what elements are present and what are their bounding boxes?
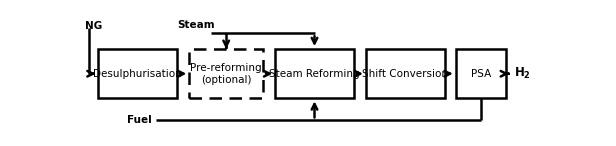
Text: Steam Reforming: Steam Reforming: [269, 69, 360, 79]
FancyBboxPatch shape: [366, 49, 445, 98]
Text: Shift Conversion: Shift Conversion: [362, 69, 448, 79]
Text: $\mathbf{H_2}$: $\mathbf{H_2}$: [514, 66, 531, 81]
Text: Fuel: Fuel: [127, 115, 152, 125]
Text: Steam: Steam: [177, 20, 215, 30]
Text: Pre-reforming
(optional): Pre-reforming (optional): [190, 63, 262, 85]
FancyBboxPatch shape: [275, 49, 354, 98]
FancyBboxPatch shape: [189, 49, 263, 98]
Text: PSA: PSA: [471, 69, 491, 79]
FancyBboxPatch shape: [99, 49, 177, 98]
Text: NG: NG: [85, 21, 102, 31]
Text: Desulphurisation: Desulphurisation: [94, 69, 182, 79]
FancyBboxPatch shape: [456, 49, 506, 98]
